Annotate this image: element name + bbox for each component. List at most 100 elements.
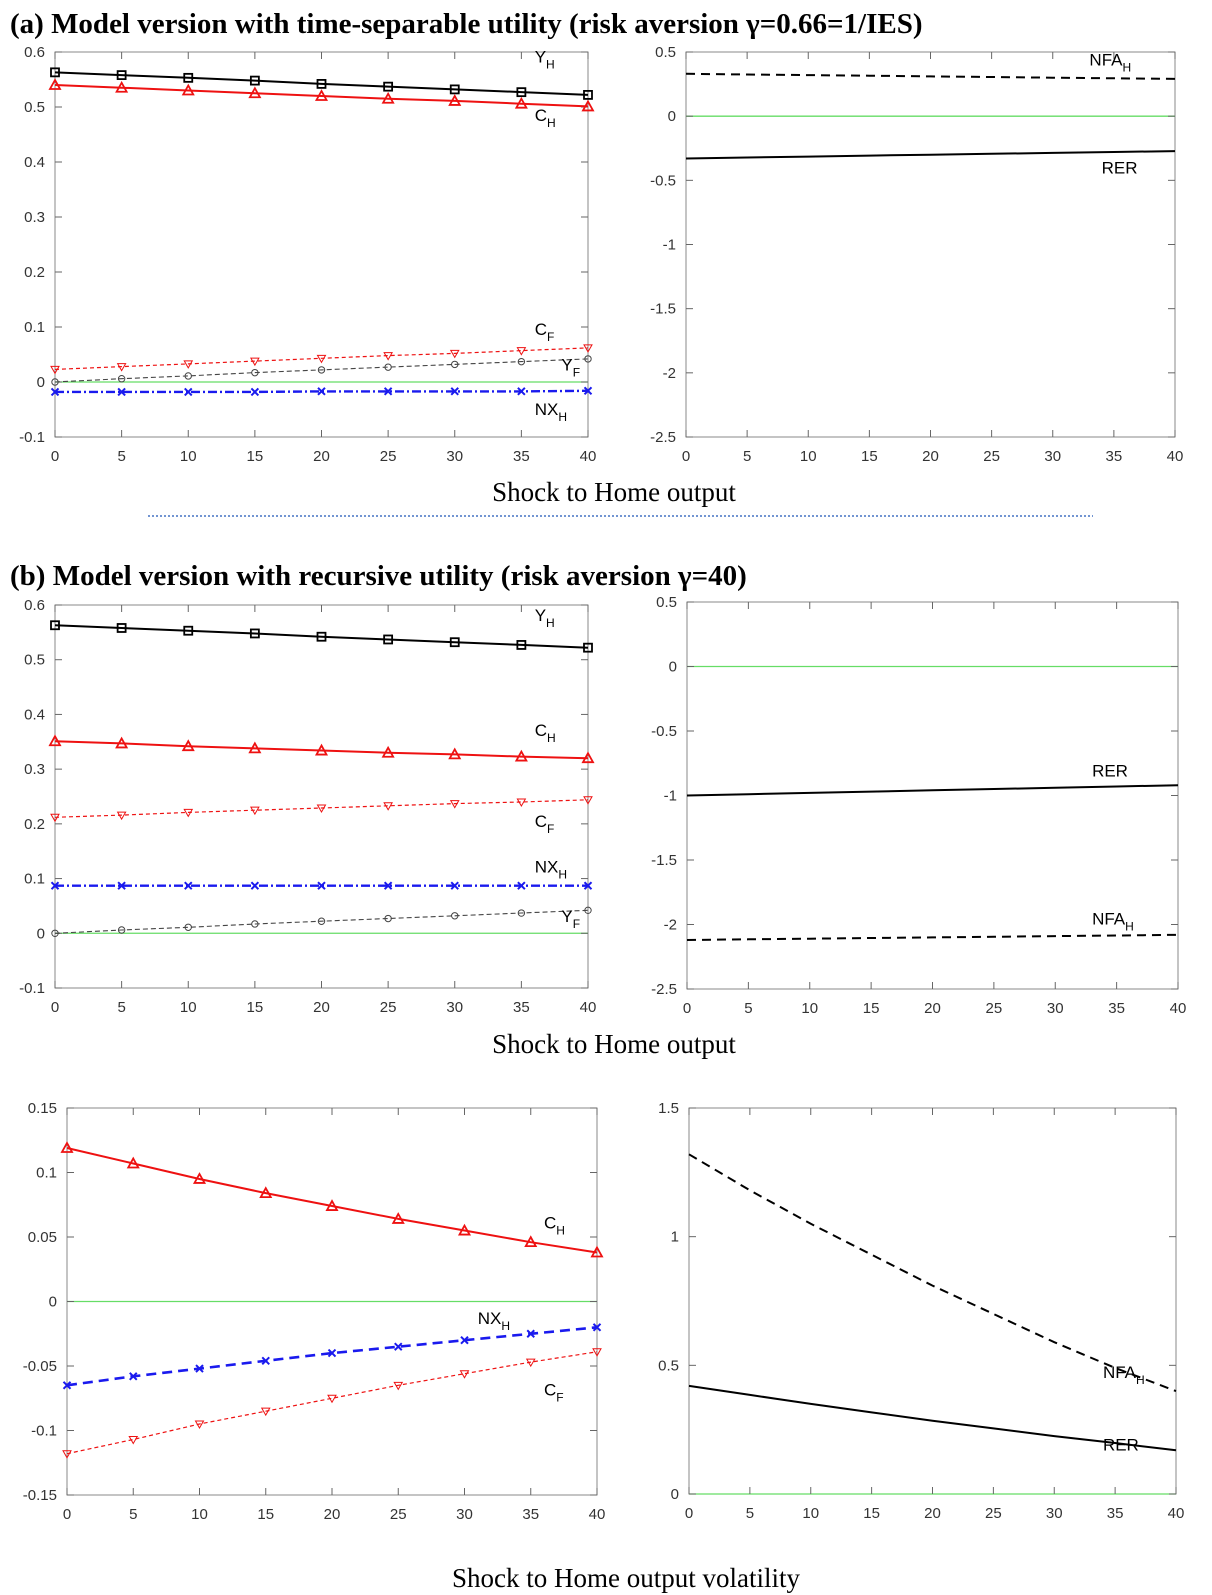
- y-tick-label: -2: [664, 917, 677, 934]
- data-point-marker: [457, 1223, 472, 1236]
- data-point-marker: [581, 751, 595, 764]
- chart-c-right: 0 5 10 15 20 25 30 35 40 0 0.5 1 1.5 NFAH RER: [658, 1100, 1184, 1522]
- data-point-marker: [317, 881, 326, 890]
- data-point-marker: [524, 1235, 538, 1248]
- y-tick-label: 0.4: [24, 706, 45, 723]
- x-tick-label: 25: [985, 1505, 1002, 1522]
- data-point-marker: [517, 387, 526, 396]
- caption-row1: Shock to Home output: [492, 477, 736, 507]
- x-tick-label: 5: [117, 999, 125, 1016]
- data-point-marker: [116, 623, 127, 633]
- x-tick-label: 40: [589, 1506, 606, 1523]
- y-tick-label: 0.3: [24, 761, 45, 778]
- series-label: NFAH: [1089, 50, 1131, 74]
- y-tick-label: 0: [668, 108, 676, 125]
- data-point-marker: [183, 72, 194, 83]
- data-point-marker: [516, 87, 527, 98]
- x-tick-label: 5: [129, 1506, 137, 1523]
- data-point-marker: [317, 366, 326, 374]
- x-tick-label: 35: [522, 1506, 539, 1523]
- data-point-marker: [184, 923, 192, 931]
- data-point-marker: [60, 1141, 74, 1153]
- data-point-marker: [51, 378, 59, 386]
- x-tick-label: 20: [313, 999, 330, 1016]
- x-tick-label: 10: [180, 999, 197, 1016]
- y-tick-label: 0.4: [24, 154, 45, 171]
- caption-row3: Shock to Home output volatility: [452, 1563, 800, 1593]
- data-point-marker: [583, 386, 593, 396]
- x-tick-label: 15: [863, 1505, 880, 1522]
- data-point-marker: [448, 747, 462, 760]
- data-point-marker: [251, 920, 259, 928]
- x-tick-label: 15: [247, 448, 264, 465]
- x-tick-label: 30: [446, 999, 463, 1016]
- y-tick-label: -1.5: [651, 852, 677, 869]
- x-tick-label: 5: [746, 1505, 754, 1522]
- x-tick-label: 15: [247, 999, 264, 1016]
- charts-layer: 0 5 10 15 20 25 30 35 40-0.100.10.20.30.40.50.6 Y…: [19, 44, 1186, 1523]
- y-tick-label: -1: [663, 237, 676, 254]
- series-label: YF: [561, 355, 580, 379]
- data-point-marker: [181, 739, 195, 752]
- data-point-marker: [117, 881, 126, 890]
- x-tick-label: 35: [513, 999, 530, 1016]
- data-point-marker: [316, 631, 327, 642]
- x-tick-label: 20: [313, 448, 330, 465]
- data-point-marker: [583, 796, 593, 805]
- data-point-marker: [516, 347, 527, 356]
- data-point-marker: [517, 909, 526, 917]
- x-tick-label: 25: [380, 448, 397, 465]
- y-tick-label: -0.1: [19, 429, 45, 446]
- y-tick-label: 0: [671, 1486, 679, 1503]
- data-point-marker: [183, 808, 194, 818]
- y-tick-label: -1: [664, 788, 677, 805]
- series-label: YH: [535, 606, 555, 630]
- x-tick-label: 5: [743, 448, 751, 465]
- series-line-y-f: [54, 909, 589, 934]
- data-point-marker: [317, 917, 326, 925]
- y-tick-label: 0.2: [24, 816, 45, 833]
- data-point-marker: [50, 881, 60, 890]
- data-point-marker: [50, 620, 60, 631]
- data-point-marker: [261, 1356, 270, 1366]
- y-tick-label: -0.5: [650, 172, 676, 189]
- x-tick-label: 40: [580, 448, 597, 465]
- data-point-marker: [449, 84, 460, 95]
- data-point-marker: [590, 1245, 604, 1258]
- panel-b-title: (b) Model version with recursive utility…: [10, 560, 747, 592]
- data-point-marker: [391, 1212, 405, 1224]
- x-tick-label: 20: [924, 1505, 941, 1522]
- data-point-marker: [250, 357, 260, 367]
- data-point-marker: [128, 1436, 139, 1445]
- series-line-nx-h: [66, 1326, 598, 1387]
- plot-frame: [54, 51, 589, 438]
- y-tick-label: 0.05: [28, 1229, 57, 1246]
- series-line-c-h: [66, 1147, 598, 1254]
- data-point-marker: [516, 640, 527, 650]
- y-tick-label: 0.1: [24, 871, 45, 888]
- data-point-marker: [517, 881, 526, 890]
- series-line-c-f: [54, 799, 589, 818]
- data-point-marker: [250, 806, 260, 816]
- series-label: RER: [1103, 1436, 1139, 1455]
- data-point-marker: [451, 912, 459, 920]
- x-tick-label: 30: [1047, 1000, 1064, 1017]
- data-point-marker: [316, 354, 327, 364]
- series-label: NFAH: [1092, 910, 1134, 934]
- data-point-marker: [48, 78, 62, 90]
- series-label: NXH: [535, 858, 567, 882]
- chart-a-left: 0 5 10 15 20 25 30 35 40 -0.1 0 0.1 0.2 0.3 0.4 0.5 0.6 Y…: [19, 44, 596, 465]
- data-point-marker: [451, 360, 459, 369]
- x-tick-label: 0: [685, 1505, 693, 1522]
- x-tick-label: 20: [922, 448, 939, 465]
- x-tick-label: 15: [863, 1000, 880, 1017]
- data-point-marker: [381, 745, 395, 758]
- series-label: CF: [544, 1380, 564, 1404]
- data-point-marker: [449, 637, 460, 648]
- data-point-marker: [383, 634, 394, 645]
- x-tick-label: 5: [117, 448, 125, 465]
- panel-a-title: (a) Model version with time-separable ut…: [10, 8, 923, 40]
- x-tick-label: 20: [924, 1000, 941, 1017]
- data-point-marker: [192, 1172, 207, 1184]
